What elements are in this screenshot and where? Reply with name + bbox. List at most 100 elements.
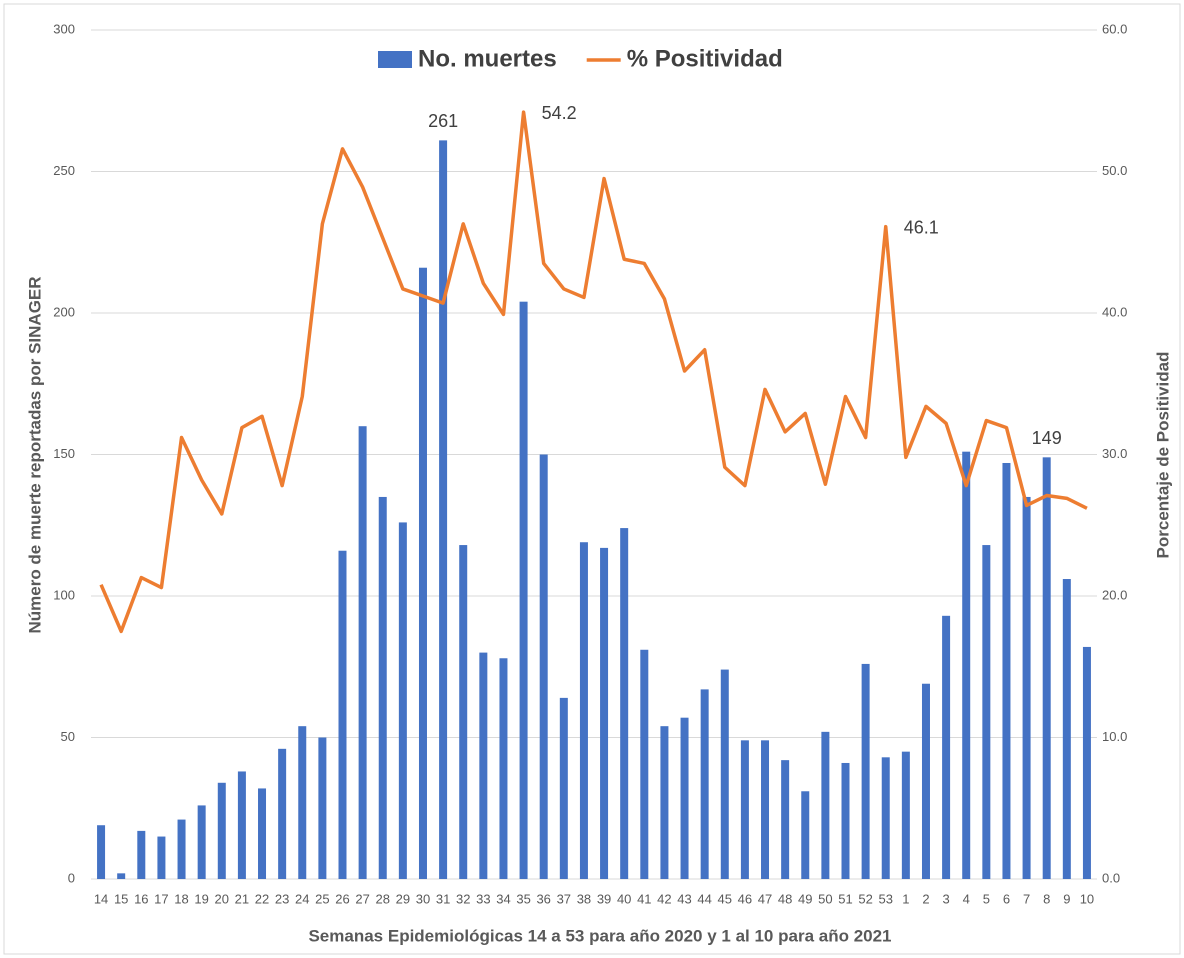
bar [539,454,548,879]
legend-label: No. muertes [418,45,557,72]
x-tick-label: 4 [963,891,970,906]
x-tick-label: 6 [1003,891,1010,906]
x-tick-label: 53 [879,891,893,906]
x-tick-label: 15 [114,891,128,906]
x-tick-label: 29 [396,891,410,906]
x-axis-title: Semanas Epidemiológicas 14 a 53 para año… [308,926,891,945]
y2-tick-label: 50.0 [1102,163,1127,178]
bar [519,301,528,879]
x-tick-label: 20 [215,891,229,906]
x-tick-label: 9 [1063,891,1070,906]
data-label: 54.2 [542,103,577,123]
x-tick-label: 17 [154,891,168,906]
y-axis-title: Número de muerte reportadas por SINAGER [25,276,44,633]
legend-swatch [378,51,412,68]
data-label: 261 [428,111,458,131]
bar [660,726,669,879]
bar [278,748,287,879]
bar [921,683,930,879]
x-tick-label: 36 [536,891,550,906]
bar [398,522,407,879]
x-tick-label: 34 [496,891,510,906]
y-tick-label: 200 [53,304,75,319]
x-tick-label: 49 [798,891,812,906]
bar [298,726,307,879]
x-tick-label: 27 [355,891,369,906]
x-tick-label: 30 [416,891,430,906]
x-tick-label: 10 [1080,891,1094,906]
x-tick-label: 33 [476,891,490,906]
x-tick-label: 51 [838,891,852,906]
bar [620,528,629,879]
x-tick-label: 19 [194,891,208,906]
y2-tick-label: 30.0 [1102,446,1127,461]
y2-tick-label: 10.0 [1102,729,1127,744]
bar [1042,457,1051,879]
y-tick-label: 0 [68,870,75,885]
line [99,110,1088,634]
bar [117,873,126,879]
y2-tick-label: 20.0 [1102,587,1127,602]
x-tick-label: 23 [275,891,289,906]
bar [640,649,649,879]
bar [1022,496,1031,879]
x-tick-label: 22 [255,891,269,906]
y-tick-label: 250 [53,163,75,178]
bar [821,731,830,879]
bar [197,805,206,879]
bar [479,652,488,879]
bar [157,836,166,879]
bar [600,547,609,879]
data-label: 149 [1032,428,1062,448]
y-tick-label: 50 [61,729,75,744]
bar [962,451,971,879]
bar [137,830,146,879]
x-tick-label: 3 [942,891,949,906]
bar [499,658,508,879]
bar [237,771,246,879]
bar [1082,646,1091,879]
bar [881,757,890,879]
x-tick-label: 48 [778,891,792,906]
bar [801,791,810,879]
bar [439,140,448,879]
bar [1002,462,1011,879]
y-tick-label: 100 [53,587,75,602]
bar [700,689,709,879]
bar [318,737,327,879]
bar [720,669,729,879]
x-tick-label: 16 [134,891,148,906]
bar [901,751,910,879]
x-tick-label: 35 [516,891,530,906]
y2-tick-label: 60.0 [1102,21,1127,36]
x-tick-label: 26 [335,891,349,906]
y2-tick-label: 40.0 [1102,304,1127,319]
x-tick-label: 50 [818,891,832,906]
x-tick-label: 28 [376,891,390,906]
bar [378,496,387,879]
bar [559,697,568,879]
x-tick-label: 37 [557,891,571,906]
x-tick-label: 24 [295,891,309,906]
bar [680,717,689,879]
x-tick-label: 39 [597,891,611,906]
x-tick-label: 41 [637,891,651,906]
bar [177,819,186,879]
bar [258,788,267,879]
x-tick-label: 38 [577,891,591,906]
bar [579,542,588,879]
bar [861,663,870,879]
y2-tick-label: 0.0 [1102,870,1120,885]
bar [942,615,951,879]
bar [418,267,427,880]
x-tick-label: 5 [983,891,990,906]
bar [97,825,106,879]
x-tick-label: 31 [436,891,450,906]
y-tick-label: 150 [53,446,75,461]
bar [358,426,367,879]
data-label: 46.1 [904,217,939,237]
x-tick-label: 8 [1043,891,1050,906]
x-tick-label: 46 [738,891,752,906]
x-tick-label: 43 [677,891,691,906]
